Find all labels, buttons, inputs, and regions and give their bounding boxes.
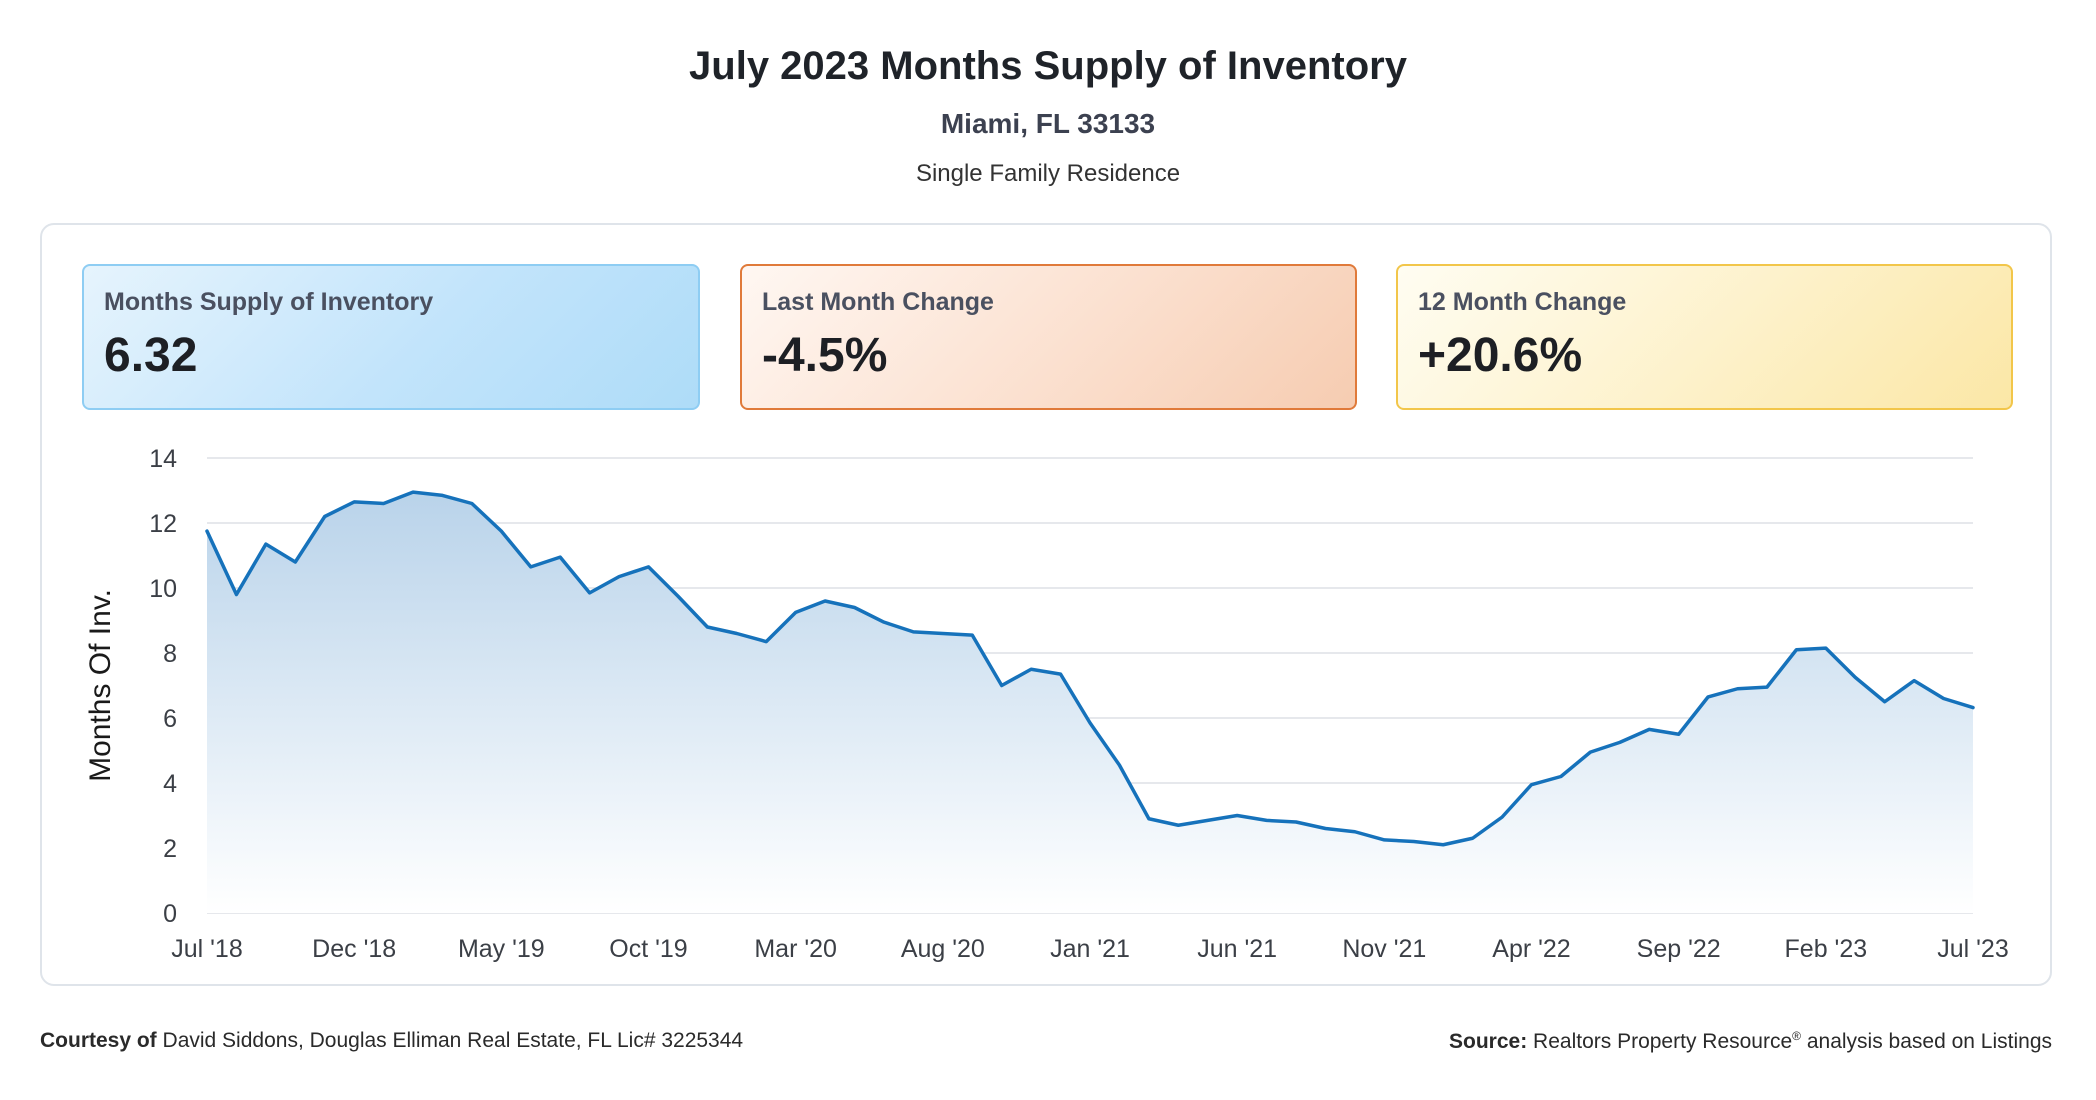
y-axis-ticks: 0 2 4 6 8 10 12 14 [149, 445, 177, 928]
courtesy-footer: Courtesy of David Siddons, Douglas Ellim… [40, 1029, 743, 1053]
series-line [205, 490, 1975, 847]
courtesy-text: David Siddons, Douglas Elliman Real Esta… [162, 1029, 744, 1052]
x-tick-label: Jul '18 [171, 935, 242, 963]
x-tick-label: May '19 [458, 935, 545, 963]
series-area [207, 492, 1973, 913]
x-tick-label: Jun '21 [1197, 935, 1277, 963]
source-text-1: Realtors Property Resource [1533, 1030, 1793, 1053]
inventory-card: Months Supply of Inventory 6.32 [82, 264, 700, 410]
twelve-month-change-card: 12 Month Change +20.6% [1396, 264, 2013, 410]
y-tick-label: 12 [149, 510, 177, 538]
x-tick-label: Jul '23 [1937, 935, 2008, 963]
x-axis-ticks: Jul '18 Dec '18 May '19 Oct '19 Mar '20 Aug '… [171, 935, 2008, 963]
y-tick-label: 2 [163, 835, 177, 863]
x-tick-label: Feb '23 [1785, 935, 1868, 963]
twelve-month-change-label: 12 Month Change [1418, 288, 1627, 316]
x-tick-label: Jan '21 [1050, 935, 1130, 963]
y-axis-title: Months Of Inv. [84, 589, 117, 782]
source-label: Source: [1449, 1030, 1528, 1053]
x-tick-label: Apr '22 [1492, 935, 1570, 963]
y-tick-label: 4 [163, 770, 177, 798]
inventory-area-chart: 0 2 4 6 8 10 12 14 Jul '18 Dec '18 May '19 Oct '19… [84, 445, 2009, 963]
inventory-card-label: Months Supply of Inventory [104, 288, 434, 316]
x-tick-label: Oct '19 [609, 935, 687, 963]
last-month-change-value: -4.5% [762, 329, 888, 382]
property-type-subtitle: Single Family Residence [915, 160, 1181, 187]
last-month-change-card: Last Month Change -4.5% [740, 264, 1357, 410]
y-tick-label: 14 [149, 445, 177, 473]
x-tick-label: Aug '20 [901, 935, 985, 963]
x-tick-label: Dec '18 [312, 935, 396, 963]
chart-title: July 2023 Months Supply of Inventory [689, 44, 1407, 88]
source-footer: Source: Realtors Property Resource® anal… [1449, 1029, 2052, 1054]
y-tick-label: 0 [163, 900, 177, 928]
inventory-card-value: 6.32 [104, 329, 198, 382]
last-month-change-label: Last Month Change [762, 288, 994, 316]
x-tick-label: Mar '20 [754, 935, 837, 963]
y-tick-label: 8 [163, 640, 177, 668]
y-tick-label: 6 [163, 705, 177, 733]
courtesy-label: Courtesy of [40, 1029, 157, 1052]
x-tick-label: Sep '22 [1637, 935, 1721, 963]
twelve-month-change-value: +20.6% [1418, 329, 1583, 382]
x-tick-label: Nov '21 [1342, 935, 1426, 963]
y-tick-label: 10 [149, 575, 177, 603]
location-subtitle: Miami, FL 33133 [940, 108, 1156, 139]
registered-mark: ® [1792, 1029, 1801, 1043]
source-text-2: analysis based on Listings [1806, 1030, 2052, 1053]
